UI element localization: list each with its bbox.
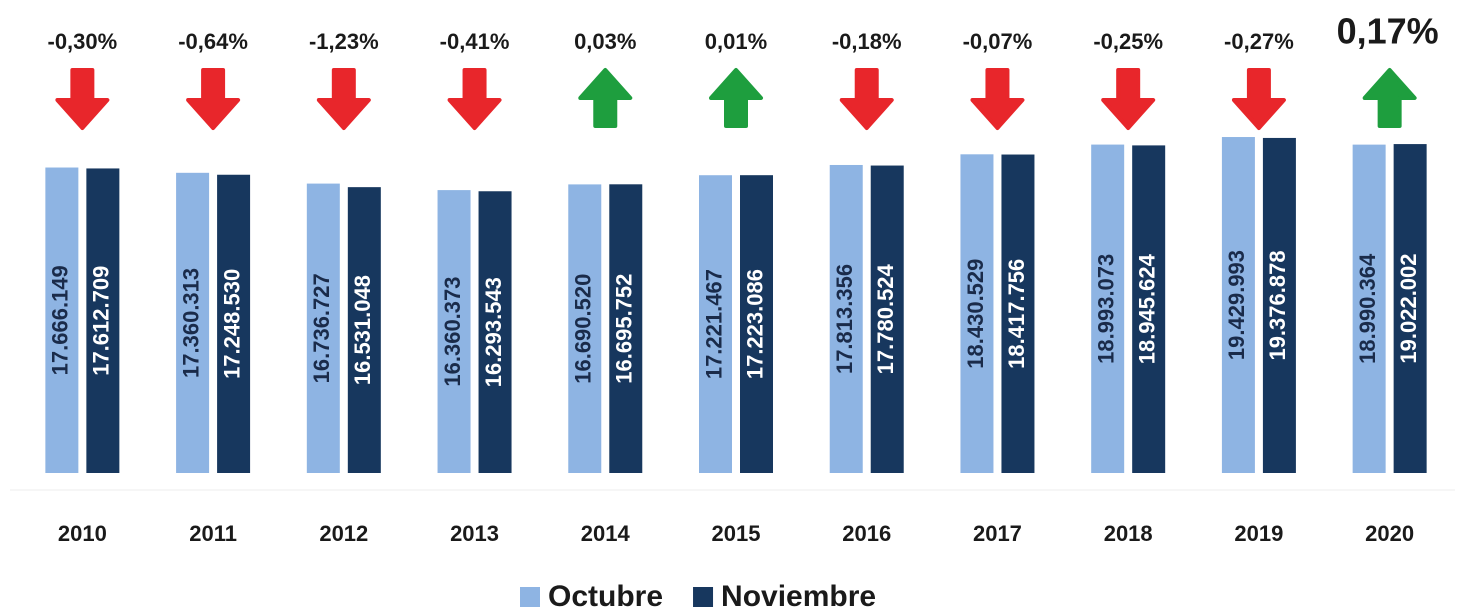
- arrow-down: [186, 68, 241, 130]
- bar: [86, 168, 120, 473]
- value-label: 16.695.752: [612, 274, 637, 384]
- value-label: 18.430.529: [963, 259, 988, 369]
- arrow-up: [709, 68, 763, 128]
- value-label: 19.429.993: [1224, 250, 1249, 360]
- value-label: 19.376.878: [1265, 250, 1290, 360]
- arrow-down: [316, 68, 371, 130]
- change-label: -0,27%: [1224, 29, 1294, 54]
- value-label: 17.360.313: [178, 268, 203, 378]
- legend-swatch: [520, 587, 540, 607]
- arrow-down: [970, 68, 1025, 130]
- bar: [568, 184, 602, 473]
- x-tick-label: 2013: [450, 521, 499, 546]
- change-label: -0,25%: [1093, 29, 1163, 54]
- bar: [176, 172, 210, 473]
- legend-swatch: [693, 587, 714, 607]
- value-label: 16.690.520: [571, 274, 596, 384]
- bar: [478, 191, 512, 473]
- change-label: 0,03%: [574, 29, 636, 54]
- x-tick-label: 2011: [189, 521, 237, 546]
- value-label: 16.293.543: [481, 277, 506, 387]
- arrow-down: [447, 68, 502, 130]
- arrow-up: [578, 68, 633, 128]
- bar: [1132, 145, 1166, 473]
- arrow-down: [55, 68, 110, 130]
- change-label: 0,01%: [705, 29, 767, 54]
- bar: [437, 190, 471, 474]
- value-label: 17.221.467: [701, 269, 726, 379]
- value-label: 17.223.086: [742, 269, 767, 379]
- arrow-down: [1101, 68, 1156, 130]
- bar: [699, 175, 732, 473]
- x-tick-label: 2020: [1365, 521, 1414, 546]
- value-label: 17.813.356: [832, 264, 857, 374]
- arrow-down: [839, 68, 894, 130]
- legend-label: Noviembre: [721, 580, 876, 613]
- x-tick-label: 2010: [58, 521, 107, 546]
- bar: [1393, 144, 1427, 473]
- value-label: 18.990.364: [1355, 253, 1380, 364]
- value-label: 19.022.002: [1396, 253, 1421, 363]
- bar: [609, 184, 643, 474]
- value-label: 16.736.727: [309, 273, 334, 383]
- value-label: 16.531.048: [350, 275, 375, 385]
- bar: [960, 154, 994, 474]
- bar: [1091, 144, 1125, 473]
- change-label: -0,41%: [440, 29, 510, 54]
- bar: [870, 165, 904, 473]
- x-tick-label: 2017: [973, 521, 1022, 546]
- arrow-down: [1231, 68, 1286, 130]
- bar: [1352, 144, 1386, 474]
- value-label: 18.945.624: [1134, 253, 1159, 364]
- value-label: 17.248.530: [219, 269, 244, 379]
- change-label: -0,18%: [832, 29, 902, 54]
- x-tick-label: 2018: [1104, 521, 1153, 546]
- value-label: 17.666.149: [48, 265, 73, 375]
- x-tick-label: 2014: [581, 521, 631, 546]
- value-label: 18.417.756: [1004, 259, 1029, 369]
- change-label: -1,23%: [309, 29, 379, 54]
- change-label: -0,07%: [963, 29, 1033, 54]
- change-label: 0,17%: [1337, 11, 1439, 52]
- bar: [217, 174, 251, 473]
- bar: [347, 187, 381, 473]
- value-label: 17.780.524: [873, 263, 898, 374]
- bar: [306, 183, 340, 473]
- bar: [829, 164, 863, 473]
- legend-label: Octubre: [548, 580, 663, 613]
- bar: [45, 167, 79, 474]
- change-label: -0,30%: [48, 29, 118, 54]
- x-tick-label: 2015: [712, 521, 761, 546]
- x-tick-label: 2019: [1234, 521, 1283, 546]
- value-label: 17.612.709: [89, 266, 114, 376]
- arrow-up: [1362, 68, 1417, 128]
- bar: [740, 175, 773, 473]
- bar: [1262, 137, 1296, 474]
- value-label: 18.993.073: [1093, 254, 1118, 364]
- value-label: 16.360.373: [440, 276, 465, 386]
- bar: [1221, 137, 1255, 473]
- bar: [1001, 154, 1035, 473]
- x-tick-label: 2016: [842, 521, 891, 546]
- x-tick-label: 2012: [319, 521, 368, 546]
- change-label: -0,64%: [178, 29, 248, 54]
